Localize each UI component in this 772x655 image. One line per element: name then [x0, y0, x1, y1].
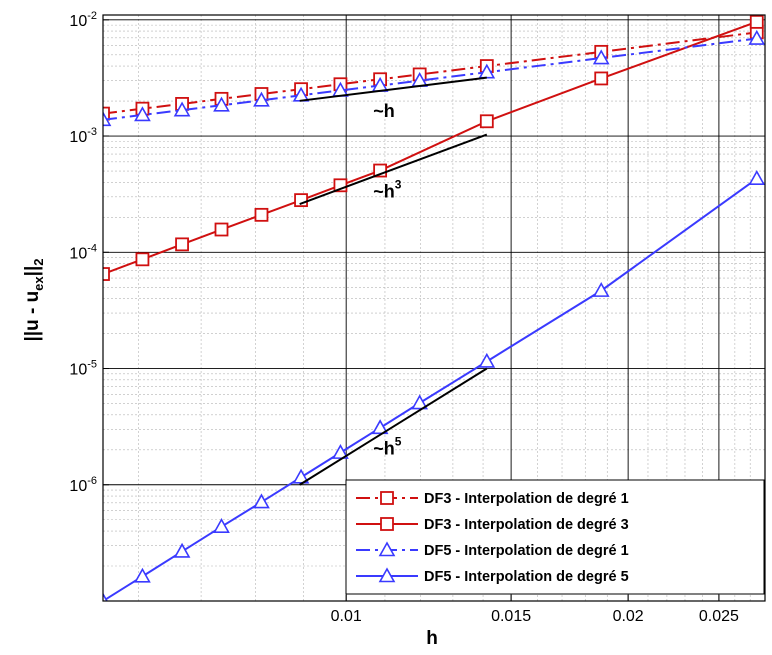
legend-label: DF3 - Interpolation de degré 3 [424, 517, 629, 533]
slope-guides: ~h ~h3 ~h5 [299, 76, 488, 486]
x-axis-ticks: 0.01 0.015 0.02 0.025 [331, 595, 739, 625]
series-4 [103, 170, 765, 601]
series-layer [103, 15, 765, 601]
series-3 [103, 29, 765, 127]
plot-frame [102, 14, 766, 602]
data-point [748, 170, 765, 185]
data-point [479, 114, 494, 129]
data-point [478, 352, 496, 368]
data-point [592, 49, 610, 65]
y-axis-ticks: 10-6 10-5 10-4 10-3 10-2 [69, 10, 109, 495]
data-point [103, 111, 112, 127]
x-tick-label: 0.01 [331, 608, 362, 625]
legend-swatch-marker [378, 567, 396, 583]
y-tick-label: 10-5 [69, 359, 97, 379]
slope-label: ~h3 [373, 177, 402, 201]
data-point [253, 493, 270, 509]
data-point [214, 222, 229, 237]
legend-label: DF5 - Interpolation de degré 1 [424, 543, 629, 559]
data-point [592, 281, 610, 297]
legend-swatch-marker [380, 491, 394, 505]
y-tick-label: 10-6 [69, 475, 97, 495]
data-point [103, 592, 108, 601]
data-point [253, 91, 270, 107]
x-axis-label: h [426, 628, 438, 649]
legend-label: DF5 - Interpolation de degré 5 [424, 569, 629, 585]
data-point [213, 518, 230, 533]
y-tick-label: 10-4 [69, 242, 97, 262]
slope-label: ~h [373, 101, 395, 121]
data-point [103, 267, 110, 281]
data-point [135, 252, 150, 267]
data-point [134, 106, 151, 122]
data-point [749, 15, 764, 29]
data-point [134, 567, 151, 583]
legend-entry: DF3 - Interpolation de degré 1 [356, 491, 629, 507]
x-tick-label: 0.02 [613, 608, 644, 625]
legend-entry: DF3 - Interpolation de degré 3 [356, 517, 629, 533]
legend-swatch-marker [380, 517, 394, 531]
legend-entry: DF5 - Interpolation de degré 1 [356, 541, 629, 559]
legend-label: DF3 - Interpolation de degré 1 [424, 491, 629, 507]
x-tick-label: 0.025 [699, 608, 739, 625]
slope-label: ~h5 [373, 435, 402, 459]
slope-guide-line [299, 367, 488, 486]
data-point [594, 71, 609, 86]
legend-entry: DF5 - Interpolation de degré 5 [356, 567, 629, 585]
data-point [254, 207, 269, 222]
data-point [173, 542, 191, 558]
data-point [371, 419, 389, 435]
legend: DF3 - Interpolation de degré 1 DF3 - Inte… [345, 479, 765, 595]
data-point [173, 101, 191, 117]
y-tick-label: 10-2 [69, 10, 97, 30]
y-axis-label: ||u - uex||2 [22, 258, 46, 341]
slope-guide-line [299, 133, 488, 205]
data-point [103, 106, 110, 121]
series-line [103, 37, 757, 121]
data-point [332, 443, 349, 459]
data-point [748, 29, 765, 45]
series-2 [103, 15, 764, 281]
data-point [175, 237, 189, 252]
x-tick-label: 0.015 [491, 608, 531, 625]
data-point [213, 96, 230, 112]
legend-swatch-marker [378, 541, 396, 557]
y-tick-label: 10-3 [69, 126, 97, 146]
data-point [411, 394, 429, 410]
slope-guide-line [299, 76, 487, 102]
